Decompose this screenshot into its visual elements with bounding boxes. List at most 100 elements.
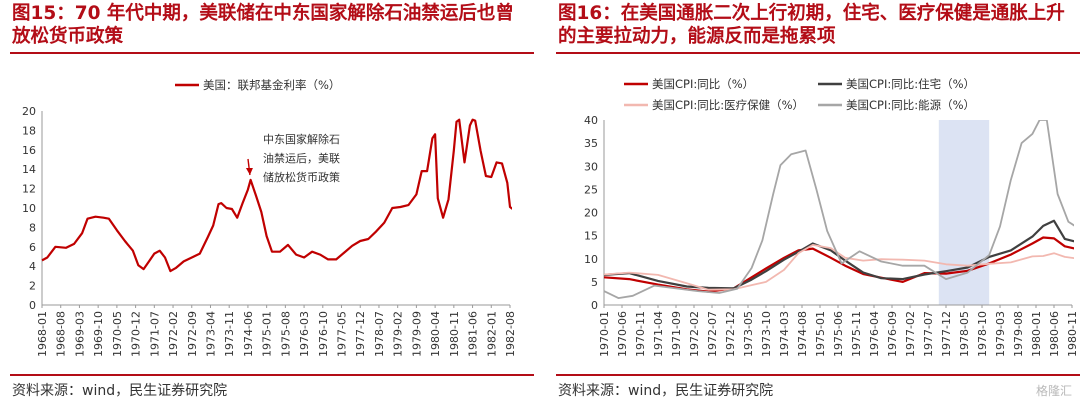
left-x-tick-label: 1977-05 (336, 311, 349, 357)
right-x-tick-label: 1976-04 (868, 311, 881, 357)
right-legend-label-2: 美国CPI:同比:住宅（%） (846, 77, 975, 91)
left-x-tick-label: 1971-07 (148, 311, 161, 357)
right-y-tick-label: 25 (584, 183, 598, 196)
right-panel: 图16：在美国通胀二次上行初期，住宅、医疗保健是通胀上升的主要拉动力，能源反而是… (556, 0, 1080, 403)
left-y-tick-label: 8 (29, 221, 36, 234)
left-x-tick-label: 1975-01 (261, 311, 274, 357)
left-panel: 图15：70 年代中期，美联储在中东国家解除石油禁运后也曾放松货币政策 0 2 4 6… (10, 0, 538, 403)
right-y-tick-label: 35 (584, 137, 598, 150)
right-series-line-4 (603, 120, 1074, 299)
left-x-tick-label: 1970-12 (130, 311, 143, 357)
left-x-tick-label: 1975-08 (279, 311, 292, 357)
left-y-tick-label: 4 (29, 260, 36, 273)
right-x-tick-label: 1972-12 (724, 311, 737, 357)
left-chart: 0 2 4 6 8 10 12 14 16 18 20 1968-01 1968-08 1969-03 19… (22, 78, 517, 357)
left-x-tick-label: 1969-03 (73, 311, 86, 357)
right-y-tick-label: 15 (584, 230, 598, 243)
right-top-rule (556, 52, 1080, 54)
left-series-line-1 (41, 118, 512, 273)
left-bottom-rule (10, 374, 534, 376)
right-x-tick-label: 1973-10 (760, 311, 773, 357)
left-y-tick-label: 18 (22, 124, 36, 137)
left-x-tick-label: 1980-11 (448, 311, 461, 357)
left-y-tick-label: 20 (22, 105, 36, 118)
left-x-tick-label: 1979-02 (392, 311, 405, 357)
right-x-tick-label: 1976-09 (886, 311, 899, 357)
right-x-tick-label: 1971-04 (652, 311, 665, 357)
left-x-tick-label: 1976-03 (298, 311, 311, 357)
right-x-tick-label: 1973-05 (742, 311, 755, 357)
left-x-tick-label: 1972-09 (186, 311, 199, 357)
right-x-tick-label: 1970-06 (616, 311, 629, 357)
left-y-tick-label: 12 (22, 183, 36, 196)
right-legend-label-1: 美国CPI:同比（%） (652, 77, 754, 91)
left-x-tick-label: 1982-01 (485, 311, 498, 357)
right-y-tick-label: 30 (584, 160, 598, 173)
left-x-tick-label: 1968-01 (36, 311, 49, 357)
annotation-line-2: 油禁运后，美联 (263, 151, 340, 165)
left-y-tick-label: 14 (22, 163, 36, 176)
left-x-tick-label: 1969-10 (92, 311, 105, 357)
right-x-tick-label: 1970-11 (634, 311, 647, 357)
left-x-tick-label: 1978-07 (373, 311, 386, 357)
left-x-tick-label: 1973-04 (204, 311, 217, 357)
right-legend-label-4: 美国CPI:同比:能源（%） (846, 98, 975, 112)
right-series-group (603, 120, 1074, 299)
annotation-line-1: 中东国家解除石 (263, 132, 340, 146)
left-x-tick-label: 1982-08 (504, 311, 517, 357)
right-x-tick-label: 1971-09 (670, 311, 683, 357)
right-chart: 0 5 10 15 20 25 30 35 40 1970-01 1970-06 1970-11 197… (584, 77, 1079, 357)
right-x-tick-label: 1980-01 (1030, 311, 1043, 357)
right-x-tick-label: 1975-11 (850, 311, 863, 357)
left-x-tick-label: 1980-04 (429, 311, 442, 357)
annotation-arrow-head (245, 168, 253, 176)
left-x-tick-label: 1968-08 (55, 311, 68, 357)
right-x-tick-label: 1970-01 (598, 311, 611, 357)
right-x-tick-label: 1979-08 (1012, 311, 1025, 357)
right-x-tick-label: 1972-07 (706, 311, 719, 357)
right-x-tick-label: 1977-02 (904, 311, 917, 357)
right-bottom-rule (556, 374, 1080, 376)
right-y-tick-label: 20 (584, 207, 598, 220)
right-figure-title: 图16：在美国通胀二次上行初期，住宅、医疗保健是通胀上升的主要拉动力，能源反而是… (558, 3, 1065, 47)
left-y-tick-label: 2 (29, 280, 36, 293)
right-source-note: 资料来源：wind，民生证券研究院 (558, 383, 774, 399)
left-top-rule (10, 52, 534, 54)
left-x-tick-label: 1973-11 (223, 311, 236, 357)
right-x-tick-label: 1980-11 (1066, 311, 1079, 357)
right-x-tick-label: 1975-01 (814, 311, 827, 357)
right-x-tick-label: 1978-05 (958, 311, 971, 357)
right-x-tick-label: 1977-07 (922, 311, 935, 357)
right-legend-label-3: 美国CPI:同比:医疗保健（%） (652, 98, 804, 112)
right-shaded-period (938, 120, 990, 305)
left-x-tick-label: 1981-06 (467, 311, 480, 357)
right-x-tick-label: 1975-06 (832, 311, 845, 357)
left-series-group (41, 118, 512, 273)
right-y-tick-label: 0 (591, 299, 598, 312)
right-x-tick-label: 1974-08 (796, 311, 809, 357)
watermark: 格隆汇 (1035, 384, 1072, 398)
right-x-tick-label: 1978-10 (976, 311, 989, 357)
left-source-note: 资料来源：wind，民生证券研究院 (12, 383, 228, 399)
right-y-tick-label: 40 (584, 114, 598, 127)
right-y-tick-label: 5 (591, 276, 598, 289)
left-y-tick-label: 10 (22, 202, 36, 215)
left-x-tick-label: 1974-06 (242, 311, 255, 357)
right-series-line-1 (603, 236, 1074, 293)
left-y-tick-label: 0 (29, 299, 36, 312)
right-x-tick-label: 1974-03 (778, 311, 791, 357)
right-series-line-2 (603, 219, 1074, 290)
left-y-tick-label: 6 (29, 241, 36, 254)
left-legend-label-1: 美国：联邦基金利率（%） (203, 78, 340, 92)
left-x-tick-label: 1979-09 (410, 311, 423, 357)
right-x-tick-label: 1980-06 (1048, 311, 1061, 357)
right-series-line-3 (603, 244, 1074, 291)
left-x-tick-label: 1970-05 (111, 311, 124, 357)
annotation-line-3: 储放松货币政策 (263, 170, 340, 184)
left-y-tick-label: 16 (22, 144, 36, 157)
right-x-tick-label: 1979-03 (994, 311, 1007, 357)
left-x-tick-label: 1976-10 (317, 311, 330, 357)
left-x-tick-label: 1977-12 (354, 311, 367, 357)
left-figure-title: 图15：70 年代中期，美联储在中东国家解除石油禁运后也曾放松货币政策 (12, 3, 514, 47)
right-x-tick-label: 1972-02 (688, 311, 701, 357)
